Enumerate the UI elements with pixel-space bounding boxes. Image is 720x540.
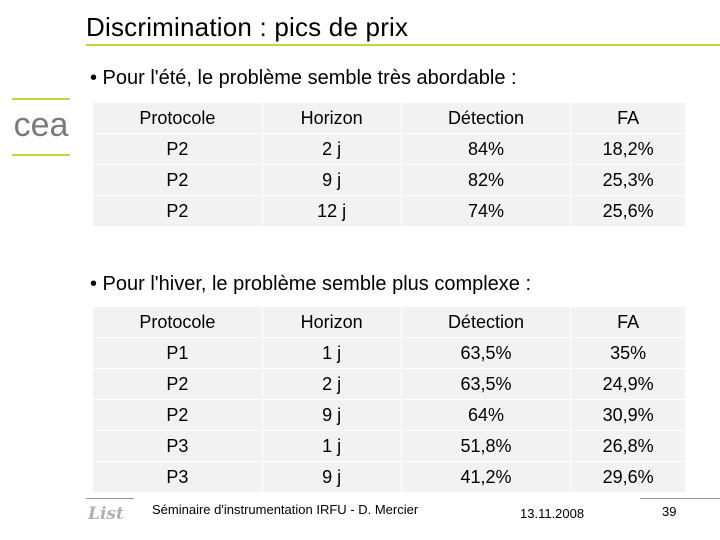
footer-divider-left — [86, 498, 134, 499]
page-number: 39 — [662, 504, 677, 519]
cell-detection: 84% — [400, 133, 572, 165]
cea-logo: cea — [12, 98, 70, 156]
cell-fa: 25,3% — [570, 164, 686, 196]
header-detection: Détection — [400, 306, 572, 338]
cell-detection: 51,8% — [400, 430, 572, 462]
winter-results-table: Protocole Horizon Détection FA P1 1 j 63… — [92, 306, 686, 492]
cell-horizon: 9 j — [261, 164, 402, 196]
cell-fa: 24,9% — [570, 368, 686, 400]
cell-horizon: 2 j — [261, 133, 402, 165]
header-fa: FA — [570, 102, 686, 134]
cell-fa: 25,6% — [570, 195, 686, 226]
cell-horizon: 9 j — [261, 399, 402, 431]
header-fa: FA — [570, 306, 686, 338]
cell-detection: 64% — [400, 399, 572, 431]
table-header-row: Protocole Horizon Détection FA — [92, 102, 686, 134]
cell-fa: 18,2% — [570, 133, 686, 165]
cell-fa: 29,6% — [570, 461, 686, 492]
table-row: P3 1 j 51,8% 26,8% — [92, 430, 686, 462]
cell-detection: 63,5% — [400, 337, 572, 369]
table-row: P2 9 j 82% 25,3% — [92, 164, 686, 196]
slide-title: Discrimination : pics de prix — [86, 12, 409, 42]
cell-detection: 82% — [400, 164, 572, 196]
footer-date: 13.11.2008 — [520, 506, 585, 521]
list-logo: List — [87, 504, 124, 522]
bullet-winter: • Pour l'hiver, le problème semble plus … — [90, 273, 532, 295]
table-row: P2 12 j 74% 25,6% — [92, 195, 686, 226]
cell-detection: 41,2% — [400, 461, 572, 492]
table-row: P1 1 j 63,5% 35% — [92, 337, 686, 369]
cell-protocole: P2 — [92, 368, 263, 400]
cell-horizon: 2 j — [261, 368, 402, 400]
cell-horizon: 12 j — [261, 195, 402, 226]
svg-text:cea: cea — [14, 106, 69, 144]
cell-detection: 74% — [400, 195, 572, 226]
summer-results-table: Protocole Horizon Détection FA P2 2 j 84… — [92, 102, 686, 226]
cell-fa: 30,9% — [570, 399, 686, 431]
cell-horizon: 9 j — [261, 461, 402, 492]
table-row: P2 2 j 63,5% 24,9% — [92, 368, 686, 400]
cell-protocole: P2 — [92, 399, 263, 431]
cell-horizon: 1 j — [261, 430, 402, 462]
cell-detection: 63,5% — [400, 368, 572, 400]
cell-fa: 26,8% — [570, 430, 686, 462]
table-row: P2 9 j 64% 30,9% — [92, 399, 686, 431]
cell-protocole: P3 — [92, 461, 263, 492]
header-horizon: Horizon — [261, 306, 402, 338]
cell-protocole: P2 — [92, 164, 263, 196]
cell-protocole: P1 — [92, 337, 263, 369]
header-protocole: Protocole — [92, 306, 263, 338]
table-header-row: Protocole Horizon Détection FA — [92, 306, 686, 338]
cell-horizon: 1 j — [261, 337, 402, 369]
svg-text:List: List — [87, 504, 124, 522]
bullet-summer: • Pour l'été, le problème semble très ab… — [90, 67, 517, 89]
footer-seminar-text: Séminaire d'instrumentation IRFU - D. Me… — [152, 502, 419, 517]
header-protocole: Protocole — [92, 102, 263, 134]
cell-protocole: P2 — [92, 133, 263, 165]
footer-divider-right — [640, 498, 720, 499]
table-row: P3 9 j 41,2% 29,6% — [92, 461, 686, 492]
header-detection: Détection — [400, 102, 572, 134]
header-horizon: Horizon — [261, 102, 402, 134]
cell-protocole: P3 — [92, 430, 263, 462]
cell-fa: 35% — [570, 337, 686, 369]
table-row: P2 2 j 84% 18,2% — [92, 133, 686, 165]
title-underline — [86, 44, 720, 46]
cell-protocole: P2 — [92, 195, 263, 226]
